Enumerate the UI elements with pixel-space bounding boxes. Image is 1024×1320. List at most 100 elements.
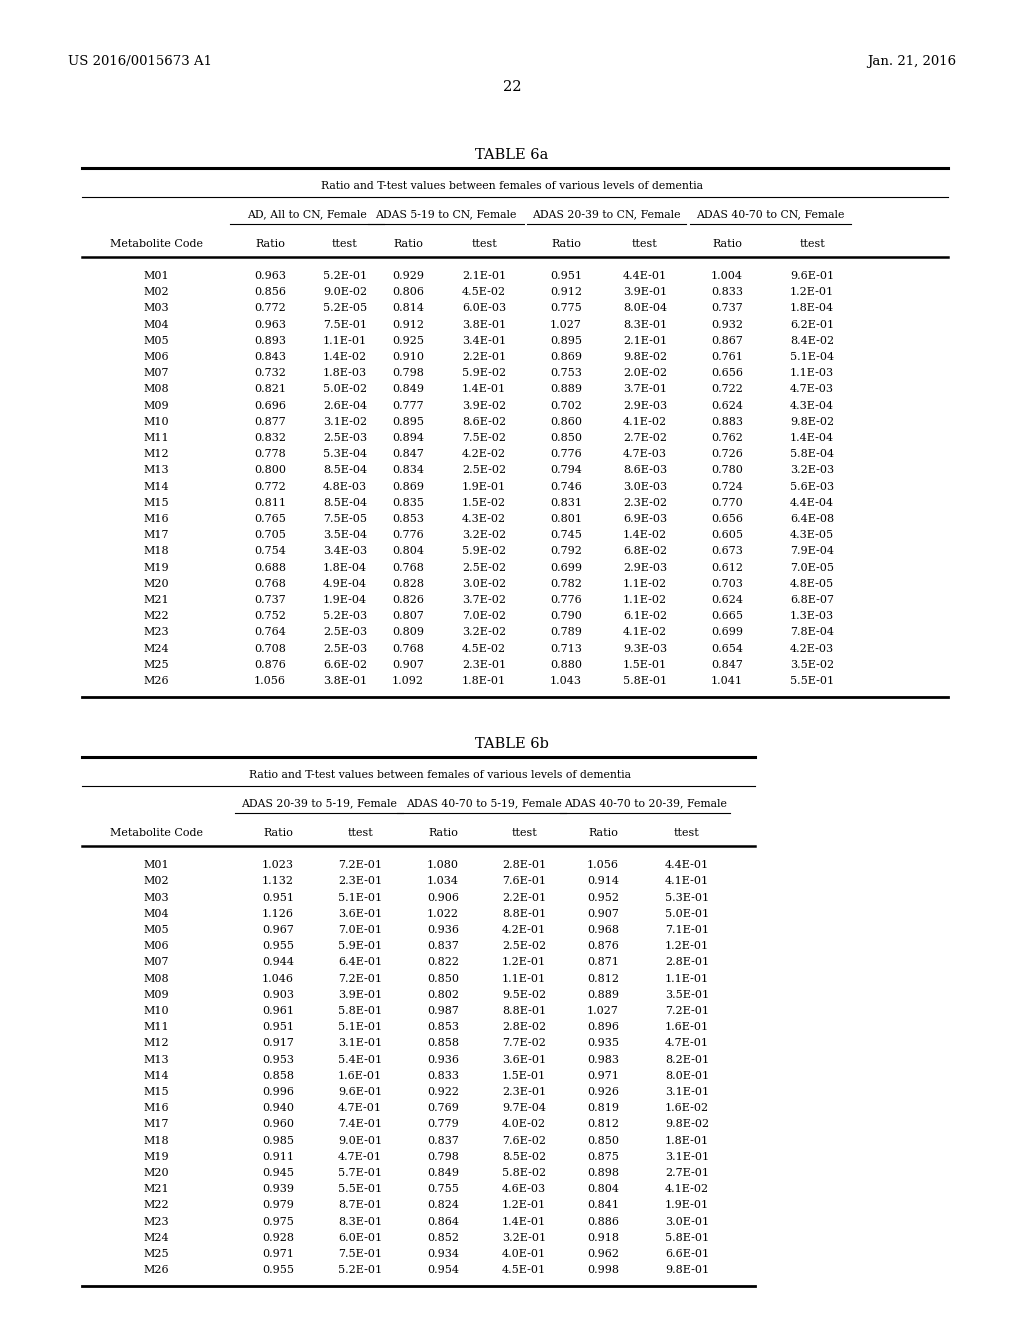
Text: 0.843: 0.843	[254, 352, 286, 362]
Text: 2.7E-01: 2.7E-01	[665, 1168, 709, 1177]
Text: 0.776: 0.776	[550, 595, 582, 605]
Text: 4.0E-02: 4.0E-02	[502, 1119, 546, 1130]
Text: M19: M19	[143, 562, 169, 573]
Text: 0.951: 0.951	[262, 892, 294, 903]
Text: 9.8E-01: 9.8E-01	[665, 1265, 709, 1275]
Text: 0.971: 0.971	[262, 1249, 294, 1259]
Text: 5.5E-01: 5.5E-01	[790, 676, 835, 686]
Text: 0.953: 0.953	[262, 1055, 294, 1065]
Text: 6.4E-01: 6.4E-01	[338, 957, 382, 968]
Text: 6.6E-02: 6.6E-02	[323, 660, 367, 669]
Text: M05: M05	[143, 335, 169, 346]
Text: TABLE 6a: TABLE 6a	[475, 148, 549, 162]
Text: M02: M02	[143, 876, 169, 887]
Text: 0.951: 0.951	[550, 271, 582, 281]
Text: 0.985: 0.985	[262, 1135, 294, 1146]
Text: 0.702: 0.702	[550, 400, 582, 411]
Text: M23: M23	[143, 1217, 169, 1226]
Text: 3.0E-01: 3.0E-01	[665, 1217, 709, 1226]
Text: 3.5E-04: 3.5E-04	[323, 531, 367, 540]
Text: M10: M10	[143, 417, 169, 426]
Text: 0.833: 0.833	[427, 1071, 459, 1081]
Text: M04: M04	[143, 908, 169, 919]
Text: 0.875: 0.875	[587, 1152, 618, 1162]
Text: 1.4E-02: 1.4E-02	[623, 531, 667, 540]
Text: 7.1E-01: 7.1E-01	[665, 925, 709, 935]
Text: 0.713: 0.713	[550, 644, 582, 653]
Text: 0.917: 0.917	[262, 1039, 294, 1048]
Text: 4.3E-02: 4.3E-02	[462, 513, 506, 524]
Text: M18: M18	[143, 1135, 169, 1146]
Text: M10: M10	[143, 1006, 169, 1016]
Text: M08: M08	[143, 384, 169, 395]
Text: 0.809: 0.809	[392, 627, 424, 638]
Text: 2.9E-03: 2.9E-03	[623, 562, 667, 573]
Text: 5.3E-04: 5.3E-04	[323, 449, 367, 459]
Text: 0.782: 0.782	[550, 578, 582, 589]
Text: 2.5E-02: 2.5E-02	[462, 562, 506, 573]
Text: 6.9E-03: 6.9E-03	[623, 513, 667, 524]
Text: 5.2E-01: 5.2E-01	[323, 271, 367, 281]
Text: 0.737: 0.737	[711, 304, 742, 313]
Text: 8.6E-02: 8.6E-02	[462, 417, 506, 426]
Text: 0.762: 0.762	[711, 433, 743, 444]
Text: 0.876: 0.876	[254, 660, 286, 669]
Text: 9.8E-02: 9.8E-02	[623, 352, 667, 362]
Text: 0.768: 0.768	[392, 644, 424, 653]
Text: 3.9E-01: 3.9E-01	[623, 288, 667, 297]
Text: 7.0E-01: 7.0E-01	[338, 925, 382, 935]
Text: 7.5E-02: 7.5E-02	[462, 433, 506, 444]
Text: 5.8E-04: 5.8E-04	[790, 449, 835, 459]
Text: 4.2E-03: 4.2E-03	[790, 644, 835, 653]
Text: 1.9E-04: 1.9E-04	[323, 595, 367, 605]
Text: 3.5E-01: 3.5E-01	[665, 990, 709, 999]
Text: 8.3E-01: 8.3E-01	[338, 1217, 382, 1226]
Text: 1.1E-03: 1.1E-03	[790, 368, 835, 379]
Text: 1.056: 1.056	[587, 861, 618, 870]
Text: M05: M05	[143, 925, 169, 935]
Text: 1.041: 1.041	[711, 676, 743, 686]
Text: 2.1E-01: 2.1E-01	[462, 271, 506, 281]
Text: 1.3E-03: 1.3E-03	[790, 611, 835, 622]
Text: 2.5E-03: 2.5E-03	[323, 644, 367, 653]
Text: 1.5E-01: 1.5E-01	[623, 660, 667, 669]
Text: Ratio: Ratio	[551, 239, 581, 249]
Text: 0.722: 0.722	[711, 384, 743, 395]
Text: M12: M12	[143, 449, 169, 459]
Text: 0.895: 0.895	[550, 335, 582, 346]
Text: 4.8E-03: 4.8E-03	[323, 482, 367, 491]
Text: 0.755: 0.755	[427, 1184, 459, 1195]
Text: 0.833: 0.833	[711, 288, 743, 297]
Text: 0.906: 0.906	[427, 892, 459, 903]
Text: 6.2E-01: 6.2E-01	[790, 319, 835, 330]
Text: 0.960: 0.960	[262, 1119, 294, 1130]
Text: 6.8E-07: 6.8E-07	[790, 595, 834, 605]
Text: 0.903: 0.903	[262, 990, 294, 999]
Text: 0.798: 0.798	[427, 1152, 459, 1162]
Text: 0.936: 0.936	[427, 925, 459, 935]
Text: 0.871: 0.871	[587, 957, 618, 968]
Text: 0.837: 0.837	[427, 1135, 459, 1146]
Text: 5.2E-03: 5.2E-03	[323, 611, 367, 622]
Text: 0.832: 0.832	[254, 433, 286, 444]
Text: 0.858: 0.858	[427, 1039, 459, 1048]
Text: M14: M14	[143, 1071, 169, 1081]
Text: 5.2E-05: 5.2E-05	[323, 304, 367, 313]
Text: AD, All to CN, Female: AD, All to CN, Female	[247, 209, 367, 219]
Text: 2.0E-02: 2.0E-02	[623, 368, 667, 379]
Text: 1.8E-04: 1.8E-04	[323, 562, 367, 573]
Text: 0.963: 0.963	[254, 319, 286, 330]
Text: 0.880: 0.880	[550, 660, 582, 669]
Text: 0.914: 0.914	[587, 876, 618, 887]
Text: ADAS 40-70 to CN, Female: ADAS 40-70 to CN, Female	[696, 209, 844, 219]
Text: 0.936: 0.936	[427, 1055, 459, 1065]
Text: 1.4E-01: 1.4E-01	[502, 1217, 546, 1226]
Text: 1.4E-02: 1.4E-02	[323, 352, 367, 362]
Text: 0.968: 0.968	[587, 925, 618, 935]
Text: 1.5E-01: 1.5E-01	[502, 1071, 546, 1081]
Text: 0.983: 0.983	[587, 1055, 618, 1065]
Text: 3.2E-01: 3.2E-01	[502, 1233, 546, 1243]
Text: 0.849: 0.849	[392, 384, 424, 395]
Text: 0.806: 0.806	[392, 288, 424, 297]
Text: 5.3E-01: 5.3E-01	[665, 892, 709, 903]
